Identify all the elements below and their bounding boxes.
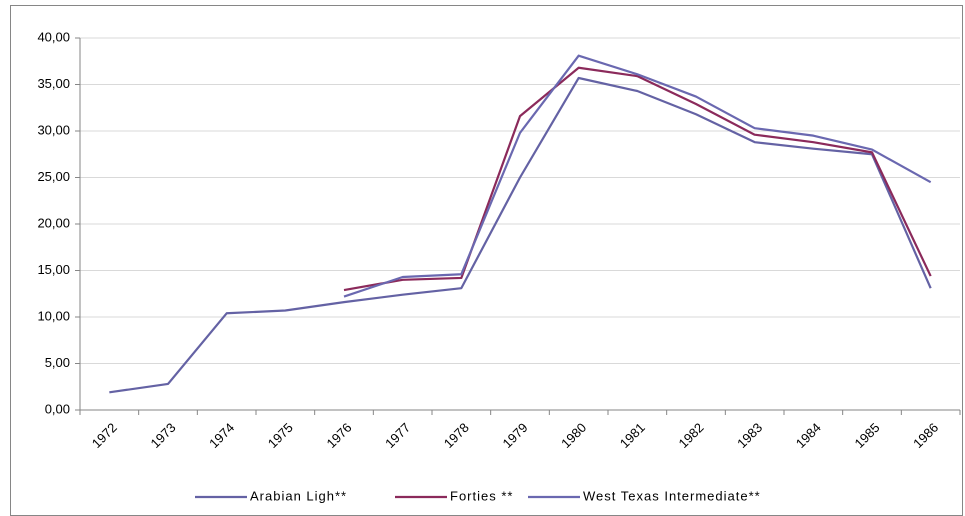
y-tick-label: 15,00 [37,262,70,277]
x-tick-label: 1979 [499,420,530,451]
x-tick-label: 1978 [441,420,472,451]
x-tick-label: 1980 [558,420,589,451]
line [343,66,932,292]
x-tick-label: 1983 [734,420,765,451]
x-tick-label: 1974 [206,420,237,451]
y-tick-label: 30,00 [37,122,70,137]
x-tick-label: 1984 [793,420,824,451]
x-tick-label: 1981 [617,420,648,451]
x-tick-label: 1972 [89,420,120,451]
y-tick-label: 35,00 [37,76,70,91]
y-tick-label: 10,00 [37,308,70,323]
x-tick-label: 1976 [323,420,354,451]
y-tick-label: 0,00 [45,401,70,416]
y-tick-label: 40,00 [37,29,70,44]
y-tick-label: 5,00 [45,355,70,370]
x-tick-label: 1985 [851,420,882,451]
line [109,76,932,394]
legend-label: Forties ** [450,488,513,503]
y-tick-label: 25,00 [37,169,70,184]
legend-label: Arabian Ligh** [250,488,347,503]
y-tick-label: 20,00 [37,215,70,230]
line [343,54,932,298]
x-tick-label: 1982 [675,420,706,451]
x-tick-label: 1977 [382,420,413,451]
legend-label: West Texas Intermediate** [583,488,761,503]
x-tick-label: 1973 [147,420,178,451]
x-tick-label: 1975 [265,420,296,451]
x-tick-label: 1986 [910,420,941,451]
